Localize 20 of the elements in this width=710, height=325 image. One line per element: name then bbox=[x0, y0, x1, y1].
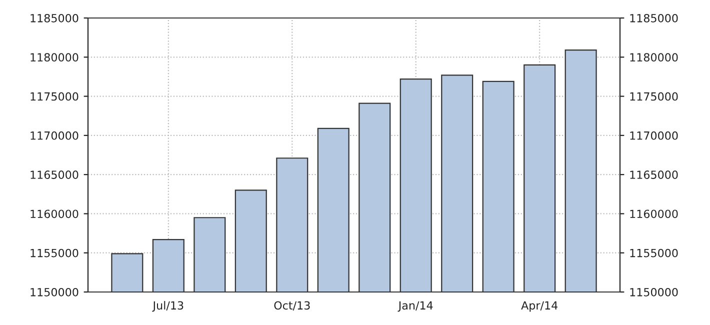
y2-tick-label: 1150000 bbox=[630, 288, 678, 296]
y2-tick-label: 1180000 bbox=[630, 53, 678, 62]
y-tick-label: 1170000 bbox=[30, 131, 78, 140]
y-tick-label: 1175000 bbox=[30, 92, 78, 101]
y2-tick-label: 1155000 bbox=[630, 248, 678, 258]
y-tick-label: 1185000 bbox=[30, 14, 78, 22]
x-tick-label: Jul/13 bbox=[152, 301, 184, 312]
y-tick-label: 1155000 bbox=[30, 248, 78, 258]
y2-tick-label: 1185000 bbox=[630, 14, 678, 22]
x-tick-label: Apr/14 bbox=[521, 301, 558, 312]
x-tick-label: Oct/13 bbox=[274, 301, 310, 310]
y-tick-label: 1150000 bbox=[30, 288, 78, 296]
y2-tick-label: 1170000 bbox=[630, 131, 678, 140]
y-tick-label: 1165000 bbox=[30, 170, 78, 179]
y2-tick-label: 1175000 bbox=[630, 92, 678, 101]
y2-tick-label: 1165000 bbox=[630, 170, 678, 179]
y2-tick-label: 1160000 bbox=[630, 210, 678, 218]
y-tick-label: 1180000 bbox=[30, 53, 78, 62]
y-tick-label: 1160000 bbox=[30, 210, 78, 218]
x-tick-label: Jan/14 bbox=[398, 301, 433, 312]
